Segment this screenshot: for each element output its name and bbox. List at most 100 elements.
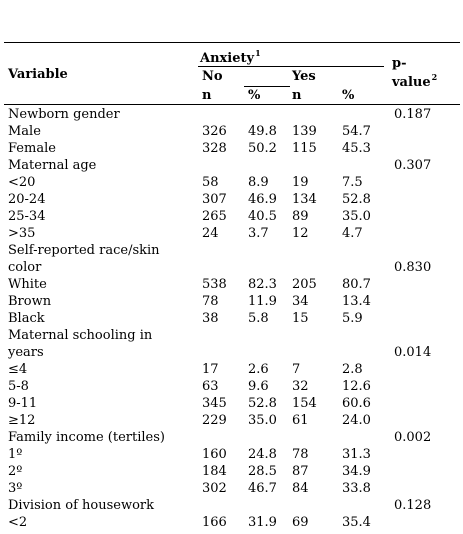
cell-n-no: 184 xyxy=(202,464,227,479)
cell-n-yes: 69 xyxy=(292,515,309,530)
cell-n-yes: 139 xyxy=(292,124,317,139)
cell-pct-yes: 12.6 xyxy=(342,379,371,394)
cell-variable: 9-11 xyxy=(8,396,38,411)
cell-n-no: 24 xyxy=(202,226,219,241)
cell-pct-no: 3.7 xyxy=(248,226,269,241)
cell-pct-no: 52.8 xyxy=(248,396,277,411)
cell-pct-yes: 4.7 xyxy=(342,226,363,241)
cell-pct-yes: 45.3 xyxy=(342,141,371,156)
cell-variable: Brown xyxy=(8,294,52,309)
cell-variable: 1º xyxy=(8,447,23,462)
cell-n-no: 345 xyxy=(202,396,227,411)
cell-variable: Family income (tertiles) xyxy=(8,430,165,445)
cell-variable: 25-34 xyxy=(8,209,46,224)
cell-variable: <20 xyxy=(8,175,36,190)
cell-n-yes: 7 xyxy=(292,362,301,377)
cell-pct-no: 46.9 xyxy=(248,192,277,207)
cell-n-no: 160 xyxy=(202,447,227,462)
cell-n-yes: 84 xyxy=(292,481,309,496)
cell-p-value: 0.014 xyxy=(394,345,432,360)
cell-n-no: 229 xyxy=(202,413,227,428)
cell-p-value: 0.128 xyxy=(394,498,432,513)
no-underline xyxy=(244,86,290,87)
cell-n-no: 326 xyxy=(202,124,227,139)
header-pct-no: % xyxy=(248,88,261,103)
cell-pct-yes: 35.4 xyxy=(342,515,371,530)
cell-variable: Self-reported race/skin xyxy=(8,243,160,258)
cell-pct-no: 82.3 xyxy=(248,277,277,292)
cell-pct-no: 2.6 xyxy=(248,362,269,377)
header-variable: Variable xyxy=(8,67,68,82)
cell-variable: 2º xyxy=(8,464,23,479)
cell-variable: 20-24 xyxy=(8,192,46,207)
cell-n-yes: 19 xyxy=(292,175,309,190)
cell-pct-yes: 80.7 xyxy=(342,277,371,292)
cell-variable: White xyxy=(8,277,47,292)
cell-n-yes: 205 xyxy=(292,277,317,292)
cell-pct-yes: 2.8 xyxy=(342,362,363,377)
cell-pct-yes: 54.7 xyxy=(342,124,371,139)
cell-variable: Division of housework xyxy=(8,498,154,513)
cell-variable: years xyxy=(8,345,44,360)
header-no: No xyxy=(202,69,223,84)
cell-pct-yes: 33.8 xyxy=(342,481,371,496)
header-pvalue-line2: value2 xyxy=(392,72,437,92)
cell-pct-no: 9.6 xyxy=(248,379,269,394)
cell-n-yes: 154 xyxy=(292,396,317,411)
cell-n-yes: 115 xyxy=(292,141,317,156)
cell-variable: Maternal schooling in xyxy=(8,328,153,343)
header-anxiety-sup: 1 xyxy=(255,48,261,58)
cell-pct-no: 11.9 xyxy=(248,294,277,309)
header-n-yes: n xyxy=(292,88,302,103)
anxiety-table: Variable Anxiety1 No Yes p- value2 n % n… xyxy=(4,42,460,534)
cell-n-yes: 34 xyxy=(292,294,309,309)
cell-pct-no: 31.9 xyxy=(248,515,277,530)
cell-n-no: 265 xyxy=(202,209,227,224)
cell-variable: Maternal age xyxy=(8,158,97,173)
header-yes: Yes xyxy=(292,69,316,84)
cell-pct-no: 50.2 xyxy=(248,141,277,156)
cell-n-no: 538 xyxy=(202,277,227,292)
cell-variable: Black xyxy=(8,311,45,326)
cell-variable: Female xyxy=(8,141,56,156)
cell-pct-yes: 60.6 xyxy=(342,396,371,411)
cell-n-yes: 78 xyxy=(292,447,309,462)
header-pct-yes: % xyxy=(342,88,355,103)
cell-n-no: 307 xyxy=(202,192,227,207)
header-pvalue-line1: p- xyxy=(392,56,407,71)
cell-n-yes: 89 xyxy=(292,209,309,224)
cell-n-no: 38 xyxy=(202,311,219,326)
cell-p-value: 0.187 xyxy=(394,107,432,122)
cell-n-yes: 61 xyxy=(292,413,309,428)
cell-variable: color xyxy=(8,260,42,275)
cell-variable: <2 xyxy=(8,515,28,530)
cell-n-yes: 32 xyxy=(292,379,309,394)
cell-pct-no: 46.7 xyxy=(248,481,277,496)
cell-pct-yes: 7.5 xyxy=(342,175,363,190)
cell-n-yes: 15 xyxy=(292,311,309,326)
cell-variable: Newborn gender xyxy=(8,107,120,122)
header-bottom-rule xyxy=(4,104,460,105)
cell-variable: ≥12 xyxy=(8,413,36,428)
cell-variable: 3º xyxy=(8,481,23,496)
cell-pct-yes: 13.4 xyxy=(342,294,371,309)
cell-n-no: 63 xyxy=(202,379,219,394)
cell-variable: ≤4 xyxy=(8,362,28,377)
cell-p-value: 0.307 xyxy=(394,158,432,173)
cell-variable: Male xyxy=(8,124,41,139)
cell-pct-yes: 34.9 xyxy=(342,464,371,479)
top-rule xyxy=(4,42,460,43)
header-anxiety-label: Anxiety xyxy=(200,51,255,66)
cell-variable: 5-8 xyxy=(8,379,29,394)
cell-pct-yes: 31.3 xyxy=(342,447,371,462)
cell-pct-yes: 52.8 xyxy=(342,192,371,207)
cell-pct-no: 5.8 xyxy=(248,311,269,326)
cell-p-value: 0.002 xyxy=(394,430,432,445)
cell-n-yes: 134 xyxy=(292,192,317,207)
cell-n-no: 58 xyxy=(202,175,219,190)
yes-underline xyxy=(290,66,384,67)
cell-n-no: 17 xyxy=(202,362,219,377)
cell-variable: >35 xyxy=(8,226,36,241)
cell-n-yes: 87 xyxy=(292,464,309,479)
cell-pct-no: 40.5 xyxy=(248,209,277,224)
